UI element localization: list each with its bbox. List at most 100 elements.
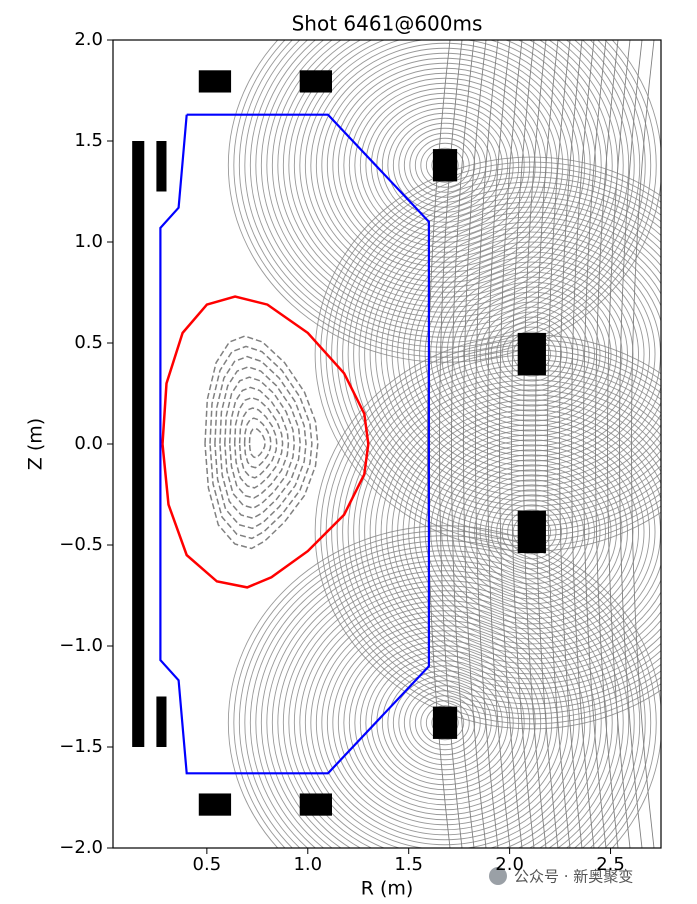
flux-contour	[479, 306, 584, 402]
inner-flux-surface	[238, 407, 278, 479]
inner-flux-surface	[248, 427, 266, 459]
lcfs	[161, 295, 370, 589]
flux-contour	[487, 40, 511, 848]
flux-contour	[381, 107, 509, 223]
flux-contour	[457, 464, 606, 600]
flux-contour	[507, 509, 557, 555]
flux-contour	[511, 40, 535, 848]
flux-contour	[408, 241, 656, 467]
flux-contour	[326, 615, 564, 831]
flux-contour	[348, 635, 542, 811]
y-tick-label: 1.0	[74, 231, 103, 252]
flux-contour	[244, 540, 646, 848]
x-axis-label: R (m)	[361, 878, 414, 900]
flux-contour	[446, 276, 617, 432]
coil	[156, 696, 167, 747]
flux-contour	[535, 40, 559, 848]
inner-flux-surface	[209, 345, 313, 540]
flux-contour	[255, 550, 635, 848]
flux-contour	[435, 444, 628, 620]
y-tick-label: −2.0	[59, 837, 103, 858]
inner-flux-surface	[219, 366, 301, 520]
flux-contour	[337, 67, 553, 263]
flux-contour	[398, 680, 492, 766]
y-tick-label: −1.0	[59, 635, 103, 656]
y-tick-label: 0.0	[74, 433, 103, 454]
inner-flux-surface	[243, 417, 272, 469]
flux-contour	[425, 147, 465, 183]
flux-contour	[419, 251, 645, 457]
flux-contour	[475, 40, 499, 848]
coil	[156, 141, 167, 192]
flux-contour	[474, 301, 590, 407]
flux-contour	[391, 226, 661, 482]
flux-contour	[386, 399, 661, 665]
flux-contour	[304, 40, 586, 293]
flux-contour	[409, 132, 481, 198]
flux-contour	[446, 454, 617, 610]
y-tick-label: −0.5	[59, 534, 103, 555]
flux-contour	[397, 231, 661, 477]
flux-contour	[299, 590, 591, 848]
flux-contour	[266, 560, 624, 848]
flux-contour	[369, 206, 661, 502]
flux-contour	[380, 394, 661, 670]
flux-contour	[457, 286, 606, 422]
coil	[517, 510, 546, 554]
flux-contour	[414, 137, 476, 193]
x-tick-label: 1.5	[394, 854, 423, 875]
flux-contour	[227, 525, 661, 848]
flux-contour	[463, 469, 601, 595]
flux-contour	[571, 40, 595, 848]
flux-contour	[507, 331, 557, 377]
watermark-icon	[489, 867, 507, 885]
chart-title: Shot 6461@600ms	[292, 12, 483, 36]
flux-contour	[408, 419, 656, 645]
flux-contour	[430, 439, 634, 625]
flux-contour	[468, 474, 595, 590]
flux-contour	[244, 40, 646, 348]
flux-contour	[386, 221, 661, 487]
flux-contour	[293, 585, 597, 848]
inner-flux-surface	[233, 396, 284, 489]
flux-contour	[474, 479, 590, 585]
flux-contour	[485, 311, 579, 397]
flux-contour	[419, 429, 645, 635]
flux-contour	[266, 40, 624, 328]
coil	[517, 332, 546, 376]
y-tick-label: 2.0	[74, 29, 103, 50]
plot-area	[132, 40, 661, 848]
y-tick-label: 1.5	[74, 130, 103, 151]
flux-contour	[249, 545, 641, 848]
flux-contour	[387, 670, 503, 776]
flux-contour	[391, 404, 661, 660]
y-tick-label: 0.5	[74, 332, 103, 353]
y-tick-label: −1.5	[59, 736, 103, 757]
flux-contour	[364, 201, 661, 507]
coil	[299, 793, 332, 816]
y-axis-label: Z (m)	[25, 418, 47, 470]
x-tick-label: 2.5	[596, 854, 625, 875]
x-tick-label: 1.0	[293, 854, 322, 875]
flux-contour	[463, 291, 601, 417]
flux-contour	[413, 424, 650, 640]
flux-contour	[441, 271, 623, 437]
flux-contour	[425, 705, 465, 741]
flux-contour	[499, 40, 523, 848]
flux-contour	[255, 40, 635, 338]
flux-contour	[501, 504, 562, 560]
flux-contour	[479, 484, 584, 580]
flux-contour	[348, 77, 542, 253]
flux-contour	[583, 40, 607, 848]
coil	[432, 706, 458, 739]
flux-contour	[370, 97, 520, 233]
vessel-wall	[159, 113, 430, 775]
flux-contour	[310, 600, 580, 846]
flux-contour	[310, 42, 580, 288]
flux-contour	[420, 700, 470, 746]
x-tick-label: 2.0	[495, 854, 524, 875]
flux-contour	[282, 40, 608, 313]
coil	[198, 793, 232, 816]
flux-contour	[375, 389, 661, 675]
flux-contour	[559, 40, 583, 848]
